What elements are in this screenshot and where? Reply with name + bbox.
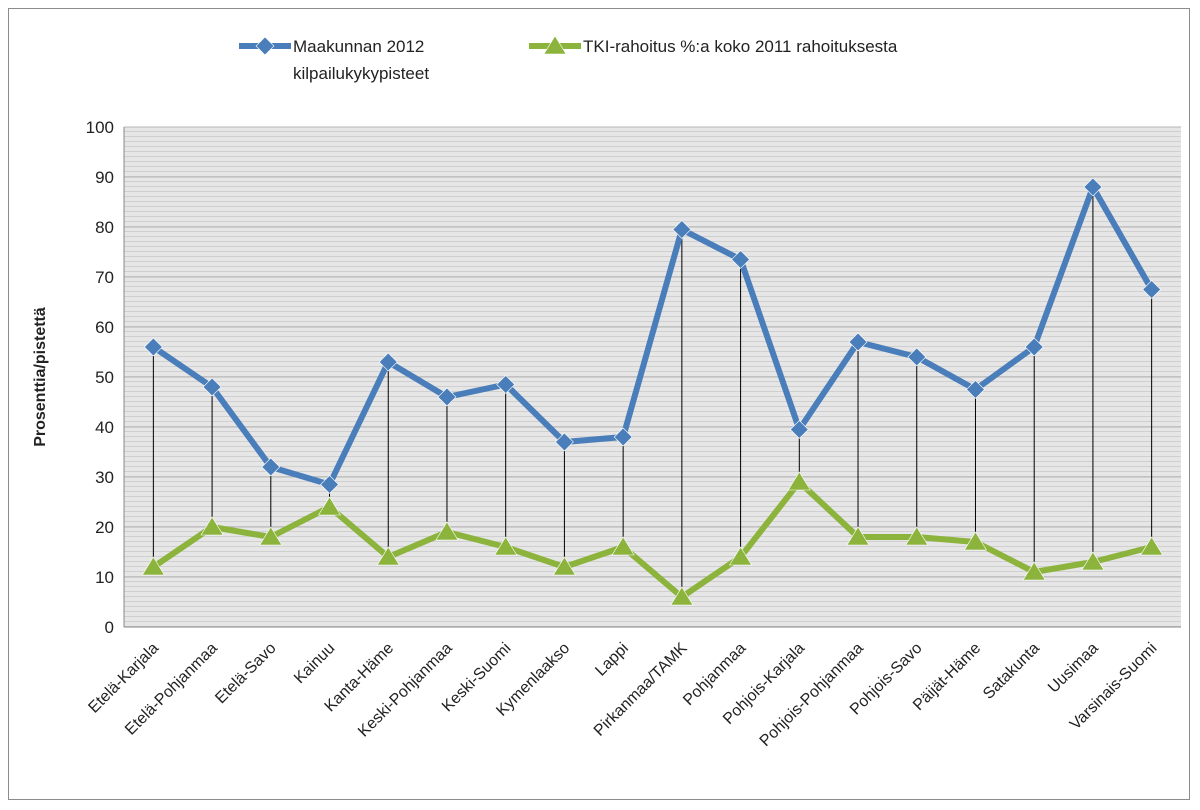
series-line [150, 479, 1155, 600]
data-point-marker [376, 546, 400, 566]
x-tick-label: Kainuu [291, 640, 338, 687]
data-point-marker [670, 586, 694, 606]
x-tick-label: Pohjois-Pohjanmaa [757, 640, 867, 750]
data-point-marker [552, 556, 576, 576]
data-point-marker [317, 496, 342, 516]
data-point-marker [848, 332, 868, 352]
y-tick-label: 40 [95, 418, 114, 437]
data-point-marker [731, 250, 751, 269]
y-tick-label: 80 [95, 218, 114, 237]
x-tick-label: Satakunta [980, 640, 1043, 703]
data-point-marker [141, 556, 165, 576]
data-point-marker [1081, 551, 1105, 571]
data-point-marker [554, 432, 574, 452]
data-point-marker [846, 526, 870, 546]
data-point-marker [1142, 280, 1162, 299]
y-tick-label: 20 [95, 518, 114, 537]
data-point-marker [435, 521, 459, 541]
legend-label: Maakunnan 2012 [293, 37, 424, 56]
data-point-marker [1083, 177, 1103, 197]
legend-marker [543, 35, 567, 55]
x-tick-label: Lappi [592, 640, 632, 680]
series-layer [141, 177, 1164, 606]
chart-frame: 0 10 20 30 40 50 60 70 80 90 100 Etelä-Karjala Etel… [8, 8, 1190, 800]
data-point-marker [259, 526, 283, 546]
data-point-marker [378, 352, 398, 372]
data-point-marker [494, 536, 518, 556]
y-tick-label: 90 [95, 168, 114, 187]
legend-item-2: TKI-rahoitus %:a koko 2011 rahoituksesta [529, 35, 898, 56]
series-2 [141, 471, 1164, 606]
y-tick-label: 10 [95, 568, 114, 587]
data-point-marker [1140, 536, 1164, 556]
data-point-marker [963, 531, 988, 551]
data-point-marker [437, 387, 457, 407]
data-point-marker [1024, 337, 1044, 357]
data-point-marker [613, 427, 633, 447]
data-point-marker [261, 457, 281, 477]
y-tick-label: 60 [95, 318, 114, 337]
legend-label: kilpailukykypisteet [293, 64, 429, 83]
data-point-marker [729, 546, 753, 566]
x-tick-label: Uusimaa [1045, 640, 1102, 697]
y-tick-label: 100 [86, 118, 114, 137]
data-point-marker [787, 471, 811, 491]
data-point-marker [789, 420, 809, 439]
y-tick-label: 0 [105, 618, 114, 637]
data-point-marker [905, 526, 929, 546]
series-line [150, 184, 1155, 488]
data-point-marker [907, 347, 927, 367]
legend-label: TKI-rahoitus %:a koko 2011 rahoituksesta [583, 37, 898, 56]
gridlines [124, 126, 1181, 628]
legend-item-1: Maakunnan 2012 kilpailukykypisteet [239, 36, 429, 83]
data-point-marker [202, 377, 222, 397]
data-point-marker [143, 337, 163, 357]
legend: Maakunnan 2012 kilpailukykypisteet TKI-rah… [239, 35, 898, 83]
data-point-marker [200, 516, 224, 536]
data-point-marker [611, 536, 635, 556]
series-1 [143, 177, 1162, 494]
data-point-marker [1022, 561, 1046, 581]
y-axis: 0 10 20 30 40 50 60 70 80 90 100 [86, 118, 125, 637]
data-point-marker [966, 380, 985, 399]
line-chart: 0 10 20 30 40 50 60 70 80 90 100 Etelä-KarjalaEtel… [32, 35, 1181, 750]
y-tick-label: 50 [95, 368, 114, 387]
y-tick-label: 30 [95, 468, 114, 487]
data-point-marker [672, 220, 692, 239]
legend-marker [255, 36, 275, 56]
drop-lines [152, 187, 1153, 597]
data-point-marker [320, 475, 339, 494]
x-tick-label: Etelä-Savo [212, 640, 279, 707]
y-tick-label: 70 [95, 268, 114, 287]
y-axis-title: Prosenttia/pistettä [32, 307, 49, 447]
data-point-marker [496, 375, 516, 394]
